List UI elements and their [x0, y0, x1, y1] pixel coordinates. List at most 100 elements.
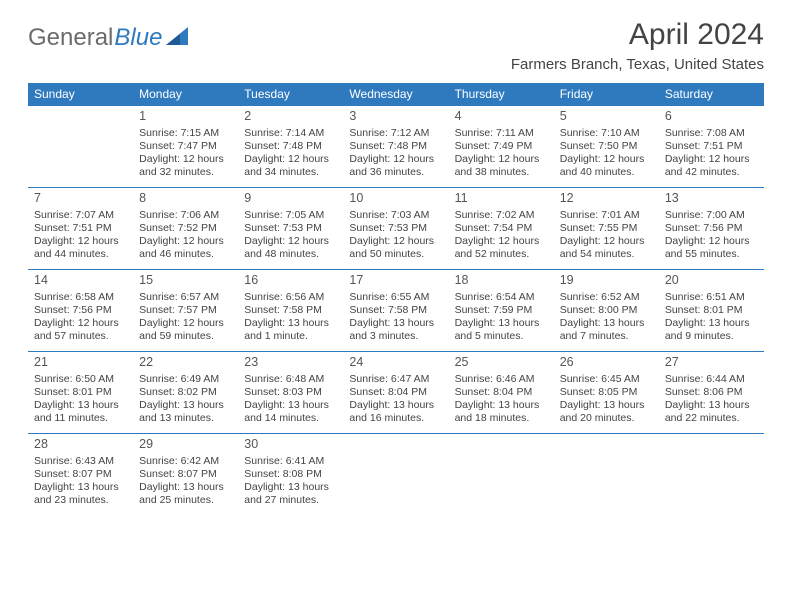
sunset-text: Sunset: 7:48 PM [244, 140, 337, 153]
daylight-text: and 42 minutes. [665, 166, 758, 179]
day-number: 30 [244, 437, 337, 453]
day-number: 22 [139, 355, 232, 371]
day-number: 5 [560, 109, 653, 125]
calendar-body: 1Sunrise: 7:15 AMSunset: 7:47 PMDaylight… [28, 106, 764, 516]
sunset-text: Sunset: 8:08 PM [244, 468, 337, 481]
day-number: 1 [139, 109, 232, 125]
calendar-cell: 27Sunrise: 6:44 AMSunset: 8:06 PMDayligh… [659, 352, 764, 434]
calendar-week-row: 28Sunrise: 6:43 AMSunset: 8:07 PMDayligh… [28, 434, 764, 516]
day-number: 26 [560, 355, 653, 371]
daylight-text: and 13 minutes. [139, 412, 232, 425]
daylight-text: Daylight: 13 hours [665, 399, 758, 412]
calendar-cell: 19Sunrise: 6:52 AMSunset: 8:00 PMDayligh… [554, 270, 659, 352]
day-number: 2 [244, 109, 337, 125]
calendar-cell: 5Sunrise: 7:10 AMSunset: 7:50 PMDaylight… [554, 106, 659, 188]
day-header: Tuesday [238, 83, 343, 106]
sunrise-text: Sunrise: 7:02 AM [455, 209, 548, 222]
logo-triangle-icon [166, 27, 188, 45]
sunrise-text: Sunrise: 7:14 AM [244, 127, 337, 140]
day-number: 12 [560, 191, 653, 207]
sunrise-text: Sunrise: 6:50 AM [34, 373, 127, 386]
daylight-text: and 18 minutes. [455, 412, 548, 425]
calendar-cell: 1Sunrise: 7:15 AMSunset: 7:47 PMDaylight… [133, 106, 238, 188]
calendar-cell: 11Sunrise: 7:02 AMSunset: 7:54 PMDayligh… [449, 188, 554, 270]
daylight-text: and 20 minutes. [560, 412, 653, 425]
calendar-cell: 28Sunrise: 6:43 AMSunset: 8:07 PMDayligh… [28, 434, 133, 516]
sunrise-text: Sunrise: 7:15 AM [139, 127, 232, 140]
daylight-text: and 1 minute. [244, 330, 337, 343]
calendar-cell: 6Sunrise: 7:08 AMSunset: 7:51 PMDaylight… [659, 106, 764, 188]
day-number: 4 [455, 109, 548, 125]
sunrise-text: Sunrise: 6:52 AM [560, 291, 653, 304]
sunset-text: Sunset: 7:48 PM [349, 140, 442, 153]
logo-text-blue: Blue [114, 24, 162, 52]
sunrise-text: Sunrise: 6:55 AM [349, 291, 442, 304]
day-header-row: Sunday Monday Tuesday Wednesday Thursday… [28, 83, 764, 106]
daylight-text: Daylight: 12 hours [455, 235, 548, 248]
daylight-text: Daylight: 12 hours [560, 153, 653, 166]
calendar-cell: 8Sunrise: 7:06 AMSunset: 7:52 PMDaylight… [133, 188, 238, 270]
daylight-text: and 34 minutes. [244, 166, 337, 179]
sunrise-text: Sunrise: 6:51 AM [665, 291, 758, 304]
daylight-text: Daylight: 12 hours [34, 317, 127, 330]
sunset-text: Sunset: 7:53 PM [349, 222, 442, 235]
month-title: April 2024 [511, 18, 764, 52]
daylight-text: and 52 minutes. [455, 248, 548, 261]
sunset-text: Sunset: 7:54 PM [455, 222, 548, 235]
day-number: 9 [244, 191, 337, 207]
day-header: Friday [554, 83, 659, 106]
sunrise-text: Sunrise: 6:41 AM [244, 455, 337, 468]
sunrise-text: Sunrise: 7:00 AM [665, 209, 758, 222]
sunrise-text: Sunrise: 6:42 AM [139, 455, 232, 468]
daylight-text: Daylight: 12 hours [665, 235, 758, 248]
daylight-text: Daylight: 13 hours [349, 399, 442, 412]
daylight-text: Daylight: 12 hours [244, 235, 337, 248]
day-number: 18 [455, 273, 548, 289]
calendar-cell [449, 434, 554, 516]
daylight-text: and 46 minutes. [139, 248, 232, 261]
calendar-cell: 18Sunrise: 6:54 AMSunset: 7:59 PMDayligh… [449, 270, 554, 352]
sunset-text: Sunset: 7:49 PM [455, 140, 548, 153]
sunrise-text: Sunrise: 6:57 AM [139, 291, 232, 304]
calendar-cell: 25Sunrise: 6:46 AMSunset: 8:04 PMDayligh… [449, 352, 554, 434]
sunrise-text: Sunrise: 6:46 AM [455, 373, 548, 386]
sunrise-text: Sunrise: 6:48 AM [244, 373, 337, 386]
daylight-text: and 9 minutes. [665, 330, 758, 343]
calendar-page: GeneralBlue April 2024 Farmers Branch, T… [0, 0, 792, 526]
sunrise-text: Sunrise: 6:49 AM [139, 373, 232, 386]
daylight-text: and 59 minutes. [139, 330, 232, 343]
daylight-text: and 55 minutes. [665, 248, 758, 261]
sunset-text: Sunset: 8:07 PM [139, 468, 232, 481]
calendar-cell: 14Sunrise: 6:58 AMSunset: 7:56 PMDayligh… [28, 270, 133, 352]
daylight-text: Daylight: 12 hours [349, 235, 442, 248]
daylight-text: and 22 minutes. [665, 412, 758, 425]
sunrise-text: Sunrise: 7:07 AM [34, 209, 127, 222]
sunrise-text: Sunrise: 7:12 AM [349, 127, 442, 140]
day-number: 13 [665, 191, 758, 207]
calendar-cell: 29Sunrise: 6:42 AMSunset: 8:07 PMDayligh… [133, 434, 238, 516]
sunrise-text: Sunrise: 6:47 AM [349, 373, 442, 386]
sunrise-text: Sunrise: 6:43 AM [34, 455, 127, 468]
sunset-text: Sunset: 7:53 PM [244, 222, 337, 235]
day-number: 6 [665, 109, 758, 125]
sunset-text: Sunset: 7:55 PM [560, 222, 653, 235]
day-number: 28 [34, 437, 127, 453]
calendar-cell: 17Sunrise: 6:55 AMSunset: 7:58 PMDayligh… [343, 270, 448, 352]
sunset-text: Sunset: 7:50 PM [560, 140, 653, 153]
calendar-cell: 7Sunrise: 7:07 AMSunset: 7:51 PMDaylight… [28, 188, 133, 270]
daylight-text: Daylight: 13 hours [455, 317, 548, 330]
sunset-text: Sunset: 8:00 PM [560, 304, 653, 317]
daylight-text: and 50 minutes. [349, 248, 442, 261]
sunset-text: Sunset: 8:05 PM [560, 386, 653, 399]
day-number: 21 [34, 355, 127, 371]
calendar-week-row: 21Sunrise: 6:50 AMSunset: 8:01 PMDayligh… [28, 352, 764, 434]
day-header: Monday [133, 83, 238, 106]
sunset-text: Sunset: 7:58 PM [244, 304, 337, 317]
logo: GeneralBlue [28, 24, 188, 52]
daylight-text: and 14 minutes. [244, 412, 337, 425]
calendar-cell: 20Sunrise: 6:51 AMSunset: 8:01 PMDayligh… [659, 270, 764, 352]
sunrise-text: Sunrise: 6:45 AM [560, 373, 653, 386]
day-number: 23 [244, 355, 337, 371]
daylight-text: and 54 minutes. [560, 248, 653, 261]
calendar-cell: 26Sunrise: 6:45 AMSunset: 8:05 PMDayligh… [554, 352, 659, 434]
